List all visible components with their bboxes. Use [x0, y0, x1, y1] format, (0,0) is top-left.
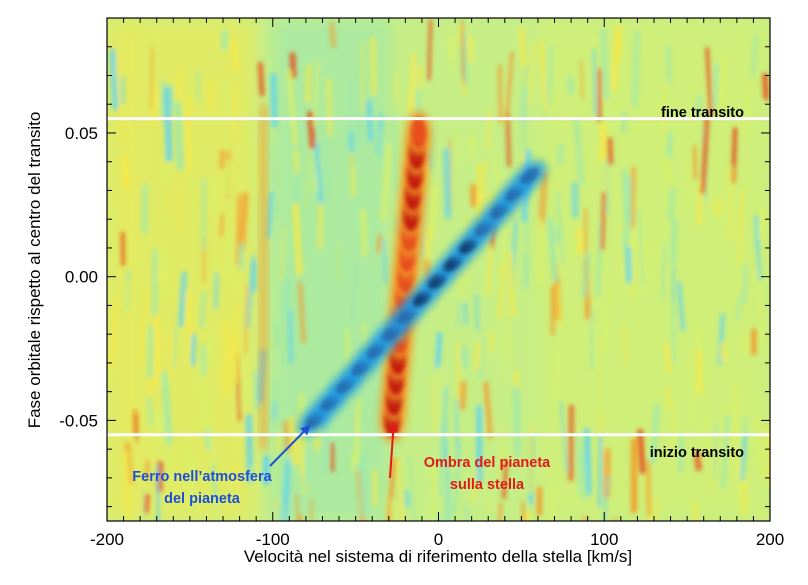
x-tick-label: -200 [90, 530, 124, 549]
heatmap-features [297, 110, 547, 443]
shadow-annotation-arrow [388, 421, 399, 479]
axis-ticks: -200 -100 0 100 200 -0.05 0.00 0.05 [59, 17, 784, 549]
y-tick-label: 0.05 [65, 124, 98, 143]
x-axis-label: Velocità nel sistema di riferimento dell… [244, 547, 632, 566]
y-axis-label: Fase orbitale rispetto al centro del tra… [25, 112, 44, 429]
iron-annotation-text: Ferro nell’atmosfera del pianeta [132, 469, 272, 507]
start-of-transit-label: inizio transito [650, 445, 744, 461]
end-of-transit-label: fine transito [661, 105, 744, 121]
x-tick-label: 200 [756, 530, 784, 549]
y-tick-label: 0.00 [65, 268, 98, 287]
annotation-line: sulla stella [450, 477, 525, 493]
annotation-line: Ferro nell’atmosfera [132, 469, 272, 485]
x-tick-label: 0 [434, 530, 443, 549]
annotation-line: del pianeta [164, 491, 241, 507]
y-tick-label: -0.05 [59, 411, 98, 430]
shadow-annotation-text: Ombra del pianeta sulla stella [424, 455, 551, 493]
heatmap-noise [107, 18, 770, 521]
x-tick-label: 100 [590, 530, 618, 549]
iron-annotation-arrow [269, 424, 311, 467]
shadow-annotation: Ombra del pianeta sulla stella [388, 421, 551, 493]
iron-annotation: Ferro nell’atmosfera del pianeta [132, 424, 311, 507]
iron-absorption-track [297, 160, 547, 437]
x-tick-label: -100 [256, 530, 290, 549]
annotation-line: Ombra del pianeta [424, 455, 551, 471]
plot-area [107, 18, 770, 521]
